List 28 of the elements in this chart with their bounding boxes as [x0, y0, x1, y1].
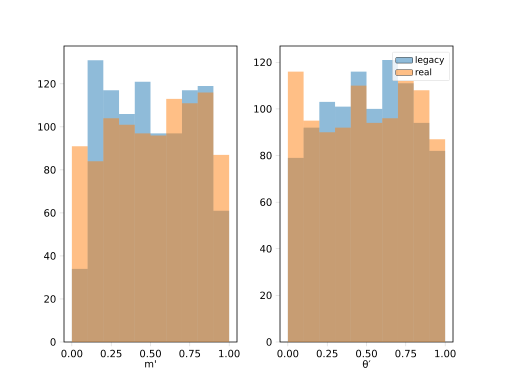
y-tick-label: 40 [44, 252, 56, 260]
x-tick-label: 1.00 [435, 350, 456, 358]
y-tick-label: 100 [254, 105, 272, 113]
x-tick-label: 0.00 [61, 350, 82, 358]
x-tick-label: 0.50 [140, 350, 161, 358]
x-axis-title: m' [145, 360, 156, 368]
y-tick-label: 20 [44, 295, 56, 303]
x-tick-label: 0.75 [395, 350, 416, 358]
x-axis-title: θ′ [362, 360, 370, 368]
y-tick-label: 80 [44, 166, 56, 174]
x-tick-label: 0.25 [100, 350, 122, 358]
y-tick-label: 0 [266, 338, 272, 346]
y-tick-label: 60 [44, 209, 56, 217]
y-tick-label: 120 [38, 80, 56, 88]
x-tick-label: 1.00 [219, 350, 240, 358]
x-tick-label: 0.00 [277, 350, 298, 358]
y-tick-label: 40 [260, 244, 272, 253]
y-tick-label: 60 [260, 198, 272, 206]
legend-label: real [416, 68, 432, 76]
x-tick-label: 0.75 [179, 350, 200, 358]
x-tick-label: 0.50 [356, 350, 377, 358]
x-tick-label: 0.25 [316, 350, 338, 358]
y-tick-label: 100 [38, 123, 56, 131]
y-tick-label: 120 [254, 58, 272, 66]
y-tick-label: 0 [50, 338, 56, 346]
y-tick-label: 80 [260, 152, 272, 160]
legend-label: legacy [416, 56, 444, 65]
y-tick-label: 20 [260, 292, 272, 300]
